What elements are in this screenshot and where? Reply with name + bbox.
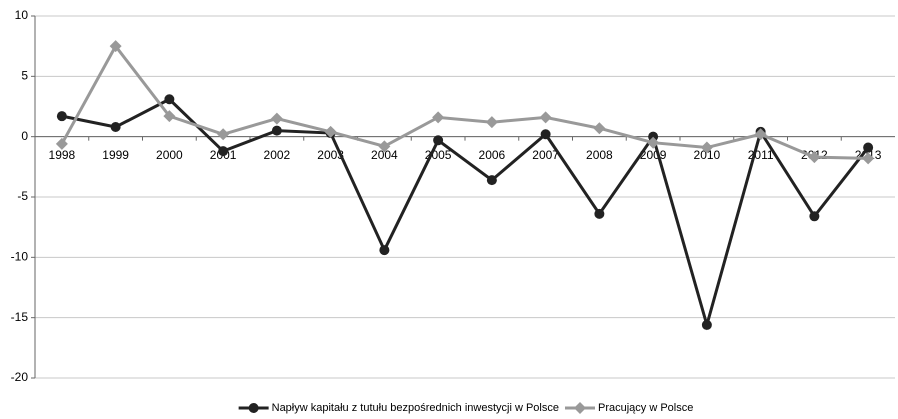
point bbox=[593, 122, 606, 135]
point bbox=[270, 112, 283, 125]
point bbox=[378, 140, 391, 153]
x-tick-label: 1999 bbox=[102, 148, 129, 162]
y-tick-label: -15 bbox=[11, 310, 29, 324]
x-tick-label: 2002 bbox=[264, 148, 291, 162]
point bbox=[863, 142, 874, 153]
point bbox=[109, 40, 122, 53]
point bbox=[700, 141, 713, 154]
point bbox=[647, 136, 660, 149]
point bbox=[164, 94, 175, 105]
x-tick-label: 1998 bbox=[49, 148, 76, 162]
legend-marker bbox=[573, 402, 586, 414]
y-tick-label: 0 bbox=[21, 129, 28, 143]
point bbox=[163, 110, 176, 123]
series-line bbox=[61, 97, 870, 331]
x-tick-label: 2010 bbox=[694, 148, 721, 162]
y-tick-label: -20 bbox=[11, 370, 29, 384]
series-line bbox=[60, 43, 869, 160]
point bbox=[56, 111, 67, 122]
point bbox=[809, 211, 820, 222]
point bbox=[379, 245, 390, 256]
point bbox=[271, 125, 282, 136]
point bbox=[218, 146, 229, 157]
y-tick-label: -10 bbox=[11, 250, 29, 264]
point bbox=[486, 175, 497, 186]
point bbox=[701, 319, 712, 330]
x-tick-label: 2008 bbox=[586, 148, 613, 162]
point bbox=[648, 131, 659, 142]
y-tick-label: -5 bbox=[17, 189, 28, 203]
point bbox=[324, 125, 337, 138]
y-tick-label: 5 bbox=[21, 69, 28, 83]
point bbox=[539, 111, 552, 124]
legend-label: Pracujący w Polsce bbox=[598, 402, 693, 414]
point bbox=[433, 135, 444, 146]
x-tick-label: 2006 bbox=[479, 148, 506, 162]
point bbox=[432, 111, 445, 124]
point bbox=[485, 116, 498, 129]
point bbox=[862, 152, 875, 165]
x-tick-label: 2007 bbox=[532, 148, 559, 162]
y-tick-label: 10 bbox=[15, 8, 29, 22]
legend-marker bbox=[248, 403, 259, 413]
point bbox=[110, 122, 121, 133]
point bbox=[594, 208, 605, 219]
point bbox=[754, 128, 767, 141]
legend-label: Napływ kapitału z tutułu bezpośrednich i… bbox=[272, 402, 559, 414]
point bbox=[217, 128, 230, 141]
x-tick-label: 2000 bbox=[156, 148, 183, 162]
point bbox=[55, 137, 68, 150]
point bbox=[540, 129, 551, 140]
x-tick-label: 2004 bbox=[371, 148, 398, 162]
point bbox=[808, 151, 821, 164]
